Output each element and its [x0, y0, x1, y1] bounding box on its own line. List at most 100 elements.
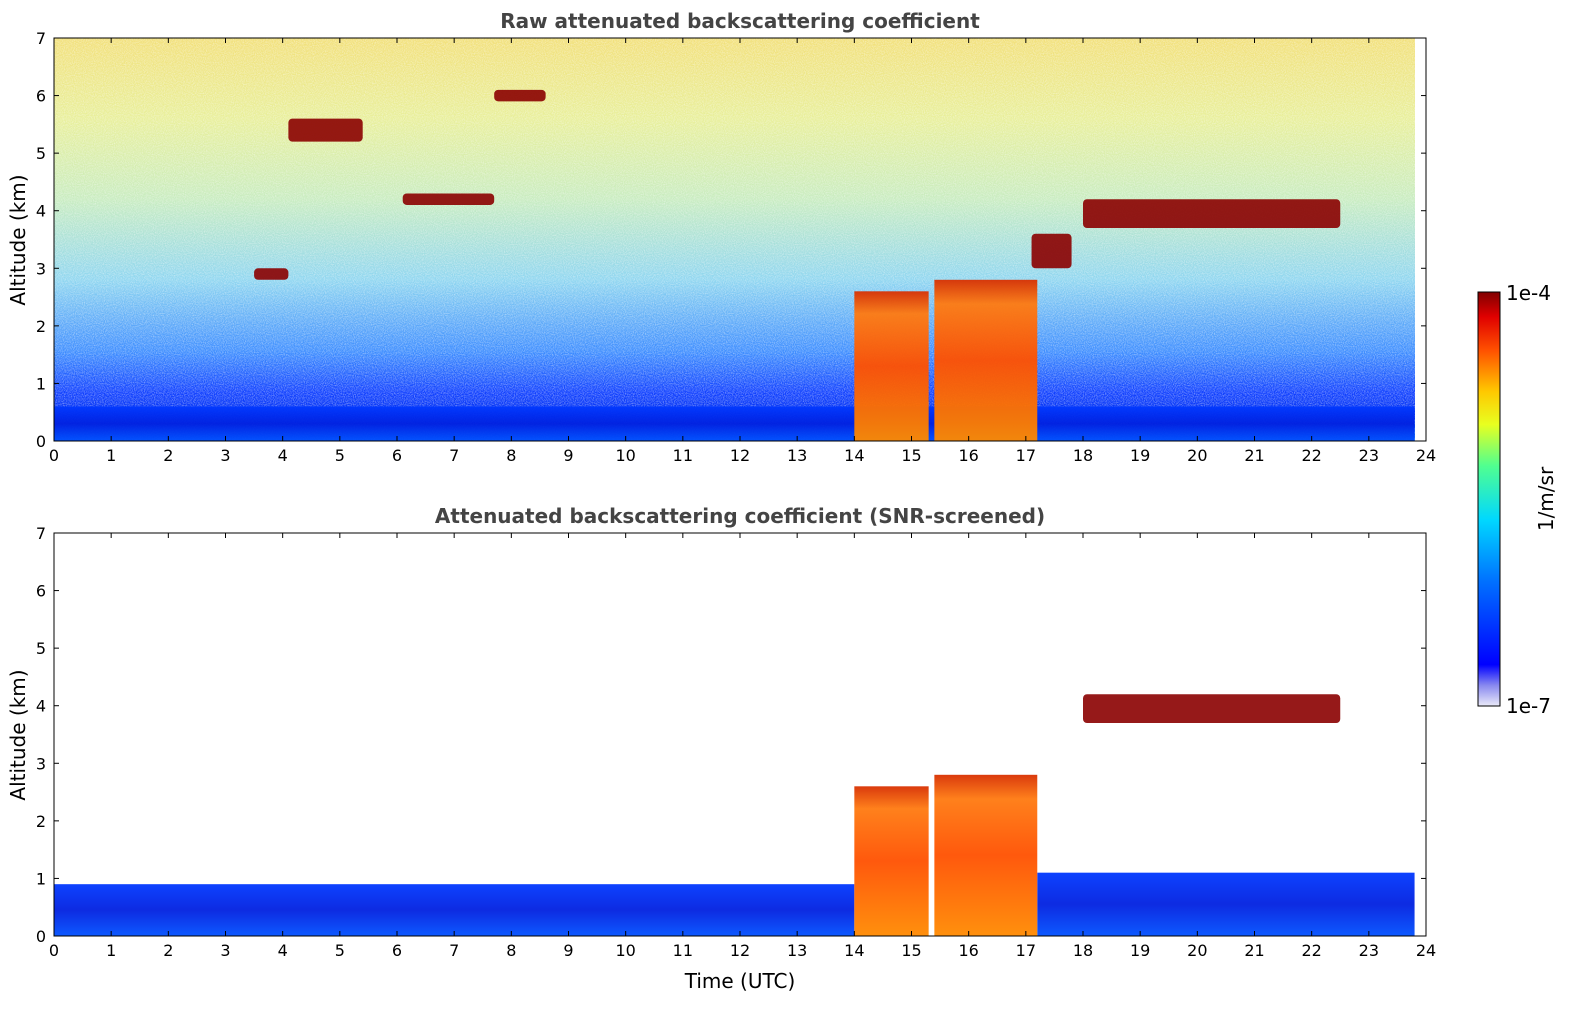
x-tick-label: 14 [844, 941, 864, 960]
panel-raw: Raw attenuated backscattering coefficien… [6, 9, 1436, 465]
y-tick-label: 2 [36, 812, 46, 831]
x-tick-label: 2 [163, 446, 173, 465]
x-tick-label: 7 [449, 941, 459, 960]
boundary-layer-mark [54, 406, 1415, 441]
panel-screened: Attenuated backscattering coefficient (S… [6, 504, 1436, 993]
x-tick-label: 15 [901, 941, 921, 960]
x-tick-label: 7 [449, 446, 459, 465]
x-tick-label: 11 [673, 446, 693, 465]
x-tick-label: 4 [278, 446, 288, 465]
x-tick-label: 9 [563, 941, 573, 960]
x-tick-label: 20 [1187, 941, 1207, 960]
y-axis-label: Altitude (km) [6, 669, 30, 800]
x-tick-label: 17 [1016, 941, 1036, 960]
y-tick-label: 7 [36, 524, 46, 543]
feature-layer [54, 89, 1415, 441]
cloud-layer-mark [288, 118, 363, 142]
colorbar-max-label: 1e-4 [1506, 281, 1551, 305]
x-tick-label: 1 [106, 941, 116, 960]
x-tick-label: 18 [1073, 446, 1093, 465]
heatmap-background [54, 533, 1426, 936]
colorbar-unit-label: 1/m/sr [1534, 466, 1558, 531]
x-tick-label: 24 [1416, 941, 1436, 960]
noise-overlay [54, 38, 1415, 441]
plot-area [54, 533, 1426, 936]
y-tick-label: 5 [36, 639, 46, 658]
x-tick-label: 0 [49, 446, 59, 465]
x-tick-label: 13 [787, 941, 807, 960]
x-tick-label: 3 [220, 941, 230, 960]
x-tick-label: 8 [506, 446, 516, 465]
y-axis: 0 1 2 3 4 5 6 7 [36, 29, 1426, 451]
boundary-layer-mark [1037, 872, 1415, 936]
y-tick-label: 1 [36, 374, 46, 393]
y-tick-label: 1 [36, 869, 46, 888]
x-tick-label: 11 [673, 941, 693, 960]
feature-layer [54, 694, 1415, 936]
cloud-layer-mark [1083, 694, 1341, 723]
x-tick-label: 16 [958, 941, 978, 960]
y-tick-label: 0 [36, 432, 46, 451]
y-tick-label: 6 [36, 582, 46, 601]
x-tick-label: 6 [392, 941, 402, 960]
panel-title: Raw attenuated backscattering coefficien… [500, 9, 980, 33]
x-tick-label: 0 [49, 941, 59, 960]
x-axis: 0 1 2 3 4 5 6 7 8 9 10 11 12 13 14 15 16 17 18 19 20 21 22 23 24 [49, 533, 1436, 960]
x-axis: 0 1 2 3 4 5 6 7 8 9 10 11 12 13 14 15 16 17 18 19 20 21 22 23 24 [49, 38, 1436, 465]
x-tick-label: 10 [615, 941, 635, 960]
low-cloud-mark [854, 291, 929, 441]
low-cloud-mark [934, 774, 1038, 936]
x-tick-label: 12 [730, 941, 750, 960]
x-tick-label: 23 [1359, 941, 1379, 960]
x-tick-label: 22 [1301, 446, 1321, 465]
y-tick-label: 2 [36, 317, 46, 336]
x-tick-label: 17 [1016, 446, 1036, 465]
y-axis-label: Altitude (km) [6, 174, 30, 305]
y-tick-label: 6 [36, 87, 46, 106]
colorbar: 1e-4 1e-7 1/m/sr [1477, 281, 1558, 718]
y-axis: 0 1 2 3 4 5 6 7 [36, 524, 1426, 946]
x-tick-label: 24 [1416, 446, 1436, 465]
x-tick-label: 23 [1359, 446, 1379, 465]
y-tick-label: 4 [36, 697, 46, 716]
cloud-layer-mark [494, 89, 546, 102]
x-tick-label: 21 [1244, 446, 1264, 465]
x-tick-label: 5 [335, 446, 345, 465]
y-tick-label: 3 [36, 259, 46, 278]
x-tick-label: 5 [335, 941, 345, 960]
x-tick-label: 2 [163, 941, 173, 960]
y-tick-label: 3 [36, 754, 46, 773]
x-tick-label: 3 [220, 446, 230, 465]
x-tick-label: 8 [506, 941, 516, 960]
x-tick-label: 20 [1187, 446, 1207, 465]
cloud-layer-mark [1083, 199, 1341, 228]
boundary-layer-mark [54, 884, 855, 936]
colorbar-scale [1477, 291, 1501, 707]
y-tick-label: 4 [36, 202, 46, 221]
x-tick-label: 4 [278, 941, 288, 960]
x-tick-label: 9 [563, 446, 573, 465]
low-cloud-mark [934, 279, 1038, 441]
x-tick-label: 19 [1130, 446, 1150, 465]
x-tick-label: 14 [844, 446, 864, 465]
x-tick-label: 19 [1130, 941, 1150, 960]
x-tick-label: 15 [901, 446, 921, 465]
x-tick-label: 1 [106, 446, 116, 465]
x-axis-label: Time (UTC) [684, 969, 796, 993]
x-tick-label: 16 [958, 446, 978, 465]
x-tick-label: 18 [1073, 941, 1093, 960]
x-tick-label: 22 [1301, 941, 1321, 960]
y-tick-label: 0 [36, 927, 46, 946]
plot-area [54, 38, 1415, 441]
panel-title: Attenuated backscattering coefficient (S… [435, 504, 1045, 528]
x-tick-label: 21 [1244, 941, 1264, 960]
x-tick-label: 6 [392, 446, 402, 465]
cloud-layer-mark [254, 268, 289, 280]
y-tick-label: 7 [36, 29, 46, 48]
x-tick-label: 10 [615, 446, 635, 465]
colorbar-min-label: 1e-7 [1506, 694, 1551, 718]
y-tick-label: 5 [36, 144, 46, 163]
cloud-layer-mark [402, 193, 495, 205]
cloud-layer-mark [1031, 233, 1072, 269]
